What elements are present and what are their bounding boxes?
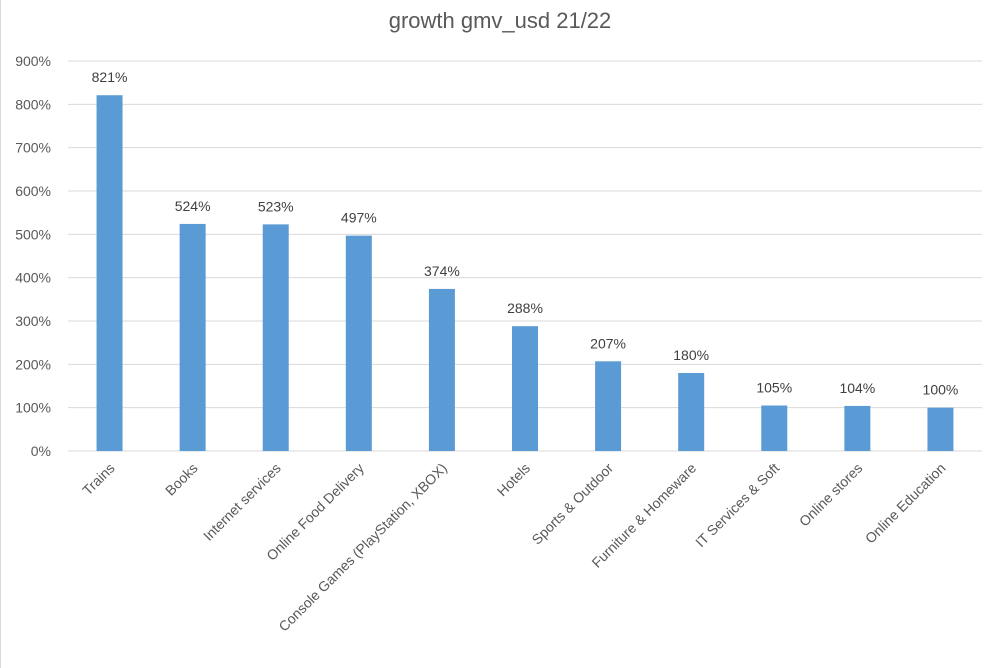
bar	[595, 361, 622, 451]
data-label: 100%	[923, 382, 959, 398]
data-label: 524%	[175, 198, 211, 214]
x-category-label: Online stores	[796, 460, 866, 530]
data-label: 180%	[673, 347, 709, 363]
x-category-label: Online Education	[862, 460, 949, 547]
data-label: 105%	[756, 380, 792, 396]
y-tick-label: 900%	[15, 53, 51, 69]
y-tick-label: 800%	[15, 96, 51, 112]
data-label: 821%	[92, 69, 128, 85]
chart-frame-edge	[0, 0, 1, 668]
bar	[428, 288, 455, 451]
data-label: 523%	[258, 198, 294, 214]
gridlines	[68, 60, 982, 452]
x-category-label: Sports & Outdoor	[528, 460, 616, 548]
data-label: 288%	[507, 300, 543, 316]
x-category-label: Console Games (PlayStation, XBOX)	[275, 460, 450, 635]
y-tick-label: 400%	[15, 270, 51, 286]
bar	[844, 405, 871, 451]
data-labels: 821% 524% 523% 497% 374% 288% 207% 180% 105% 104%…	[92, 69, 959, 397]
data-label: 374%	[424, 263, 460, 279]
y-axis-ticks: 0% 100% 200% 300% 400% 500% 600% 700% 800% 900%	[15, 53, 51, 459]
bar	[678, 373, 705, 451]
data-label: 497%	[341, 210, 377, 226]
data-label: 104%	[839, 380, 875, 396]
bar	[927, 407, 954, 451]
x-category-label: Internet services	[200, 460, 284, 544]
y-tick-label: 500%	[15, 226, 51, 242]
y-tick-label: 0%	[31, 443, 51, 459]
x-category-label: Hotels	[494, 460, 533, 499]
x-category-label: Books	[162, 460, 201, 499]
chart-title: growth gmv_usd 21/22	[389, 8, 612, 33]
x-category-label: Trains	[79, 460, 117, 498]
y-tick-label: 100%	[15, 400, 51, 416]
bar	[345, 235, 372, 451]
y-tick-label: 300%	[15, 313, 51, 329]
y-tick-label: 200%	[15, 356, 51, 372]
y-tick-label: 600%	[15, 183, 51, 199]
bar	[512, 326, 538, 451]
bar	[96, 95, 123, 451]
data-label: 207%	[590, 335, 626, 351]
bar	[761, 405, 788, 451]
bar	[262, 224, 289, 451]
bar	[179, 223, 206, 451]
x-category-label: IT Services & Soft	[692, 460, 782, 550]
bars	[96, 95, 954, 451]
y-tick-label: 700%	[15, 140, 51, 156]
